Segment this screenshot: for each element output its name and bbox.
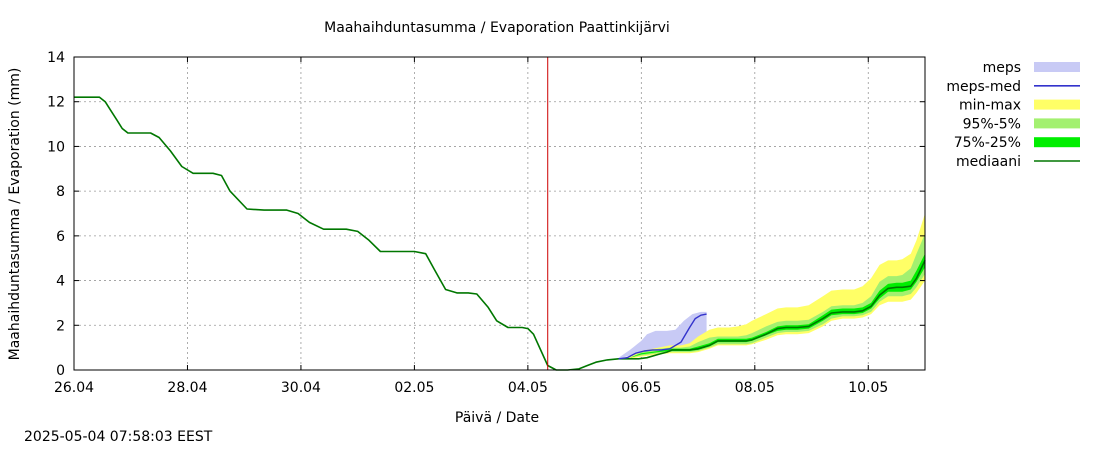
y-axis-label: Maahaihduntasumma / Evaporation (mm) [7,68,23,361]
legend-swatch-meps [1034,62,1080,72]
y-tick-label: 8 [56,184,65,200]
plot-frame [73,56,926,371]
x-tick-label: 06.05 [621,380,661,396]
x-axis-label: Päivä / Date [455,410,539,426]
x-tick-label: 08.05 [735,380,775,396]
legend-label-p95_5: 95%-5% [963,116,1021,132]
legend-swatch-p95_5 [1034,118,1080,129]
y-tick-label: 0 [56,363,65,379]
x-tick-label: 28.04 [167,380,207,396]
series-line-meps-med [618,313,707,360]
series-line-mediaani [74,96,926,371]
grid-lines [74,57,925,370]
legend-label-p75_25: 75%-25% [954,135,1021,151]
x-tick-label: 30.04 [281,380,321,396]
legend: meps meps-med min-max 95%-5% 75%-25% mediaani [946,60,1080,170]
legend-swatch-p75_25 [1034,137,1080,148]
band-95-5- [618,233,925,359]
y-tick-label: 10 [47,139,65,155]
bands-layer [618,213,925,359]
chart-title: Maahaihduntasumma / Evaporation Paattink… [324,20,670,36]
y-tick-label: 6 [56,229,65,245]
x-tick-label: 10.05 [848,380,888,396]
y-tick-label: 2 [56,318,65,334]
y-tick-label: 12 [47,95,65,111]
lines-layer [74,96,926,371]
legend-swatch-minmax [1034,99,1080,110]
legend-label-meps: meps [983,60,1021,76]
y-tick-label: 4 [56,274,65,290]
legend-label-meps_med: meps-med [946,79,1021,95]
y-tick-label: 14 [47,50,65,66]
axis-ticks [73,56,925,371]
x-tick-label: 26.04 [54,380,94,396]
legend-label-minmax: min-max [959,98,1021,114]
x-tick-label: 04.05 [508,380,548,396]
x-tick-label: 02.05 [394,380,434,396]
x-tick-labels: 26.04 28.04 30.04 02.05 04.05 06.05 08.05 10.05 [54,380,888,396]
y-tick-labels: 0 2 4 6 8 10 12 14 [47,50,65,379]
legend-label-median: mediaani [956,154,1021,170]
timestamp-footer: 2025-05-04 07:58:03 EEST [24,429,213,445]
